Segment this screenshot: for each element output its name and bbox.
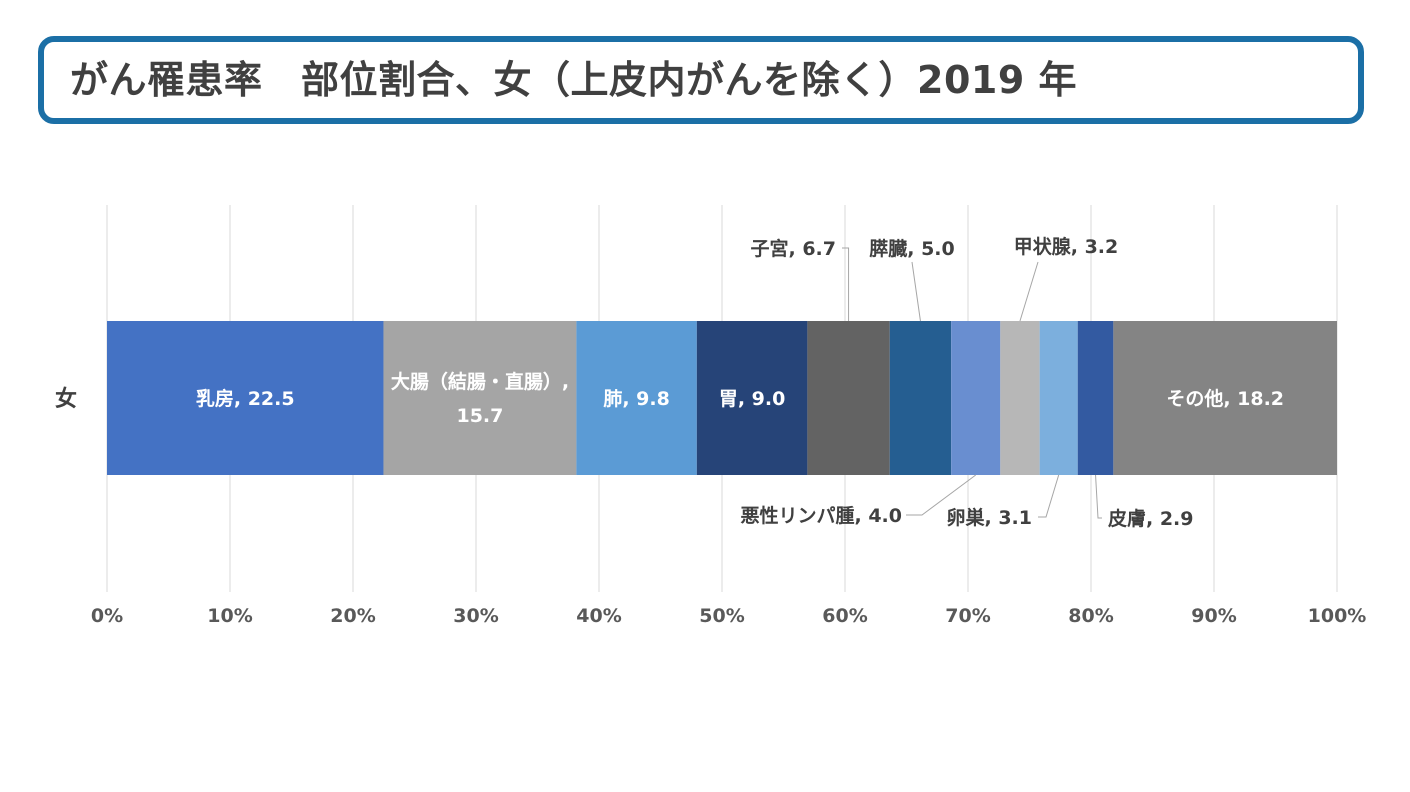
data-label: その他, 18.2 xyxy=(1166,387,1284,410)
leader-line xyxy=(1038,474,1060,518)
x-tick-label: 40% xyxy=(576,605,621,627)
data-label: 皮膚, 2.9 xyxy=(1108,507,1194,530)
x-axis-ticks: 0% 10% 20% 30% 40% 50% 60% 70% 80% 90% 100% xyxy=(91,605,1366,627)
bar-segment xyxy=(1000,321,1040,475)
category-label: 女 xyxy=(55,386,77,412)
x-tick-label: 70% xyxy=(945,605,990,627)
data-label: 大腸（結腸・直腸）, xyxy=(391,370,569,393)
data-label: 15.7 xyxy=(456,405,503,427)
bar-segments xyxy=(107,321,1337,475)
data-label: 胃, 9.0 xyxy=(719,388,786,410)
x-tick-label: 30% xyxy=(453,605,498,627)
data-label: 悪性リンパ腫, 4.0 xyxy=(741,504,903,527)
bar-segment xyxy=(951,321,1001,475)
leader-lines xyxy=(842,247,1102,519)
bar-segment xyxy=(889,321,952,475)
leader-line xyxy=(1095,474,1102,519)
data-label: 子宮, 6.7 xyxy=(751,237,837,260)
chart-title: がん罹患率 部位割合、女（上皮内がんを除く）2019 年 xyxy=(70,58,1077,102)
x-tick-label: 90% xyxy=(1191,605,1236,627)
data-labels: 乳房, 22.5 大腸（結腸・直腸）, 15.7 肺, 9.8 胃, 9.0 子宮, 6.… xyxy=(196,235,1284,530)
bar-segment xyxy=(696,321,808,475)
x-tick-label: 60% xyxy=(822,605,867,627)
bar-segment xyxy=(1039,321,1078,475)
x-tick-label: 80% xyxy=(1068,605,1113,627)
bar-segment xyxy=(107,321,384,475)
bar-segment xyxy=(807,321,890,475)
x-tick-label: 20% xyxy=(330,605,375,627)
category-axis: 女 xyxy=(55,386,77,412)
bar-segment xyxy=(576,321,697,475)
x-tick-label: 100% xyxy=(1308,605,1367,627)
leader-line xyxy=(911,261,921,322)
bar-segment xyxy=(1077,321,1114,475)
data-label: 卵巣, 3.1 xyxy=(947,506,1033,529)
data-label: 甲状腺, 3.2 xyxy=(1014,235,1119,258)
data-label: 膵臓, 5.0 xyxy=(869,237,955,260)
leader-line xyxy=(842,247,850,321)
x-tick-label: 0% xyxy=(91,605,123,627)
bar-segment xyxy=(383,321,577,475)
leader-line xyxy=(906,474,977,516)
title-box: がん罹患率 部位割合、女（上皮内がんを除く）2019 年 xyxy=(38,36,1364,124)
x-tick-label: 50% xyxy=(699,605,744,627)
data-label: 肺, 9.8 xyxy=(603,388,670,410)
leader-line xyxy=(1019,261,1039,322)
x-tick-label: 10% xyxy=(207,605,252,627)
bar-segment xyxy=(1113,321,1337,475)
data-label: 乳房, 22.5 xyxy=(196,387,295,410)
